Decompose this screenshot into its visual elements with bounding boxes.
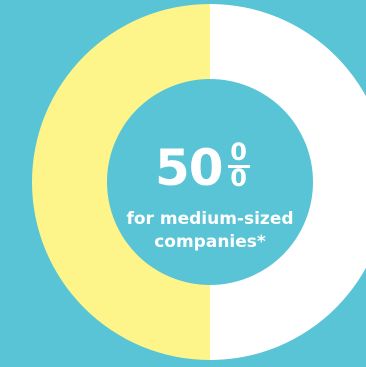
subtitle-line-2: companies*	[154, 232, 266, 252]
subtitle-line-1: for medium-sized	[126, 209, 294, 229]
donut-slice-1	[210, 4, 366, 360]
percentage-value: 50 0 0	[155, 138, 253, 198]
donut-slice-0	[32, 4, 210, 360]
percent-sign-top: 0	[230, 138, 247, 166]
chart-subtitle: for medium-sized companies*	[83, 208, 337, 254]
percent-sign-bar	[227, 165, 250, 168]
donut-center-label: 50 0 0 for medium-sized companies*	[83, 128, 337, 268]
percent-sign: 0 0	[225, 138, 253, 194]
percentage-number: 50	[155, 139, 224, 197]
percent-sign-bottom: 0	[230, 164, 247, 192]
